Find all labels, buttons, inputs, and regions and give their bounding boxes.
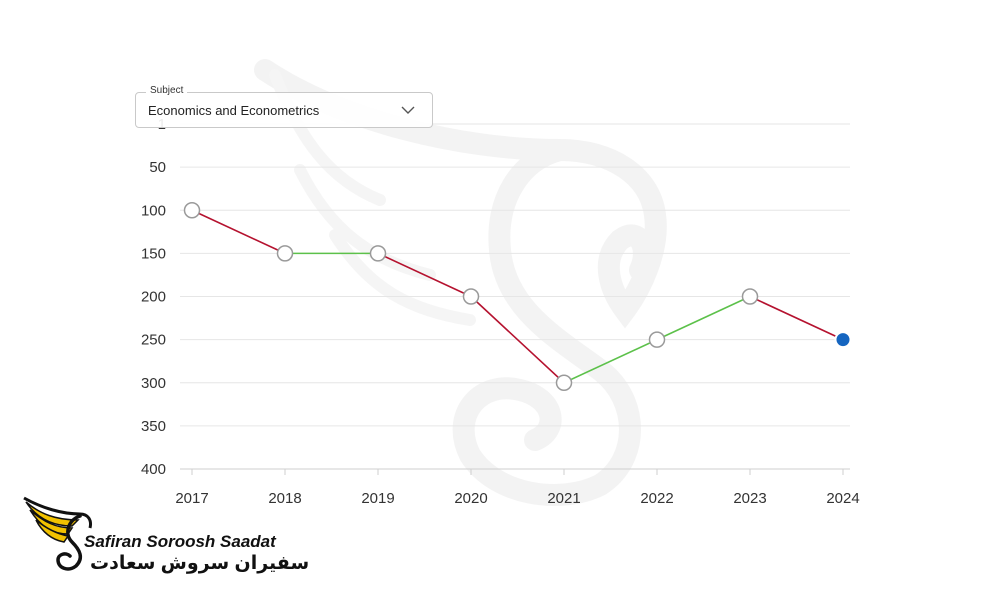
y-tick-label: 100 bbox=[141, 202, 166, 219]
data-point[interactable] bbox=[741, 288, 759, 305]
y-tick-label: 50 bbox=[149, 159, 166, 176]
y-tick-label: 150 bbox=[141, 245, 166, 262]
y-tick-label: 250 bbox=[141, 332, 166, 349]
line-segment bbox=[470, 295, 565, 384]
y-tick-label: 400 bbox=[141, 461, 166, 478]
logo-text-en: Safiran Soroosh Saadat bbox=[84, 532, 276, 551]
x-tick-label: 2020 bbox=[454, 490, 487, 507]
line-segment bbox=[377, 252, 472, 298]
x-tick-label: 2022 bbox=[640, 490, 673, 507]
company-logo: Safiran Soroosh Saadat سفیران سروش سعادت bbox=[22, 494, 309, 578]
data-point[interactable] bbox=[369, 245, 387, 262]
data-point[interactable] bbox=[555, 374, 573, 391]
y-tick-label: 350 bbox=[141, 418, 166, 435]
x-tick-label: 2021 bbox=[547, 490, 580, 507]
swan-wing-logo-icon bbox=[23, 496, 92, 571]
data-point[interactable] bbox=[834, 331, 852, 349]
x-tick-label: 2019 bbox=[361, 490, 394, 507]
y-tick-label: 300 bbox=[141, 375, 166, 392]
line-segment bbox=[191, 209, 286, 255]
logo-text-fa: سفیران سروش سعادت bbox=[90, 553, 310, 574]
line-segment bbox=[656, 295, 751, 341]
line-segment bbox=[563, 338, 658, 384]
subject-select-label: Subject bbox=[146, 85, 188, 96]
y-tick-label: 200 bbox=[141, 289, 166, 306]
data-point[interactable] bbox=[462, 288, 480, 305]
x-tick-label: 2023 bbox=[733, 490, 766, 507]
x-axis-ticks: 2017 2018 2019 2020 2021 2022 2023 2024 bbox=[175, 469, 860, 507]
x-tick-label: 2024 bbox=[826, 490, 859, 507]
line-segment bbox=[749, 295, 844, 341]
data-point[interactable] bbox=[648, 331, 666, 348]
data-point[interactable] bbox=[183, 202, 201, 219]
chevron-down-icon[interactable] bbox=[400, 102, 416, 118]
y-axis-ticks: 150100150200250300350400 bbox=[141, 116, 166, 478]
subject-select[interactable]: Subject Economics and Econometrics bbox=[135, 85, 433, 128]
subject-select-value: Economics and Econometrics bbox=[148, 103, 320, 118]
series-points bbox=[183, 202, 852, 391]
series-line bbox=[191, 209, 844, 384]
swan-watermark-icon bbox=[254, 59, 667, 506]
data-point[interactable] bbox=[276, 245, 294, 262]
x-tick-label: 2018 bbox=[268, 490, 301, 507]
x-tick-label: 2017 bbox=[175, 490, 208, 507]
